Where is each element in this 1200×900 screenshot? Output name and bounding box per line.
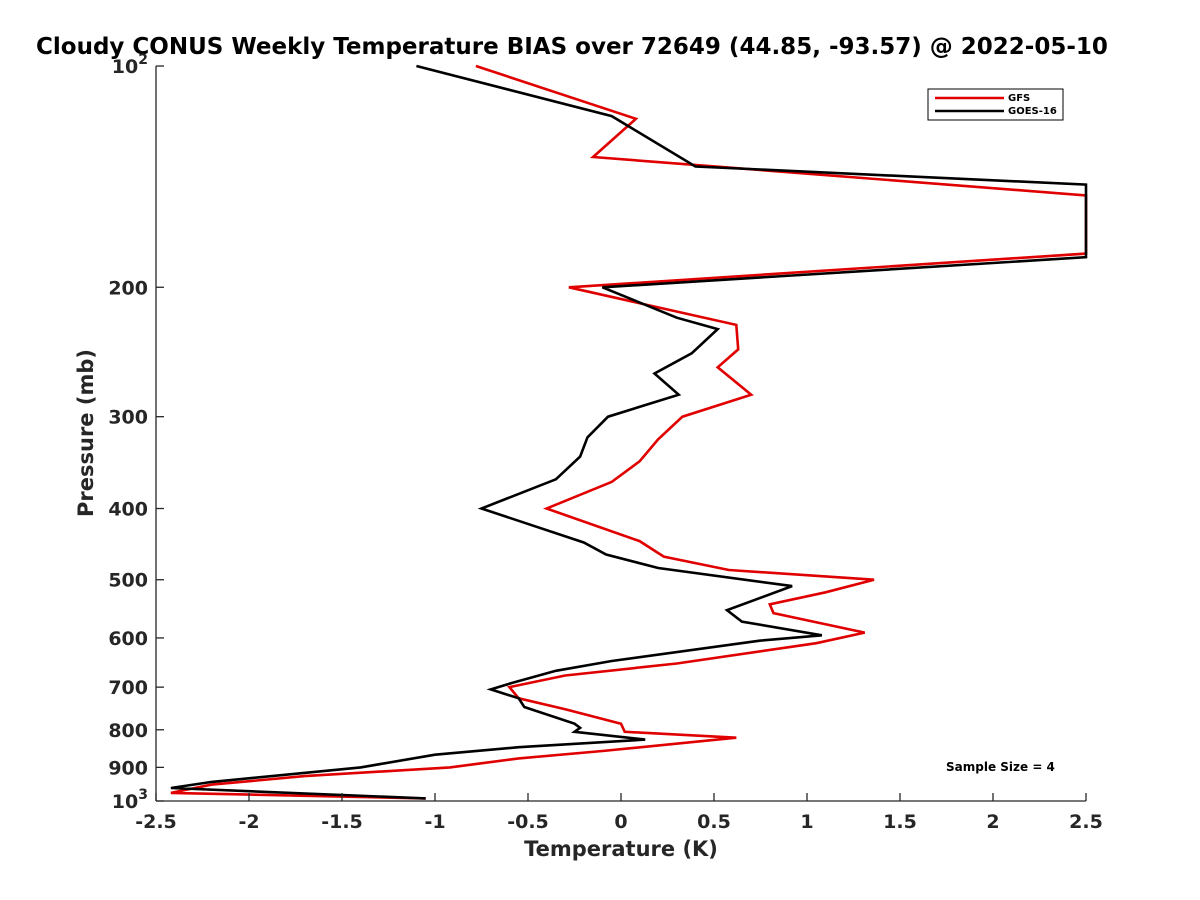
y-axis-label: Pressure (mb) — [74, 349, 98, 517]
series-line-goes16 — [170, 64, 1088, 800]
y-tick-label: 300 — [108, 407, 148, 429]
y-tick-label: 500 — [108, 570, 148, 592]
y-tick-label: 800 — [108, 720, 148, 742]
legend-label-goes16: GOES-16 — [1008, 106, 1057, 117]
axes-layer — [155, 66, 1086, 802]
y-tick-label: 700 — [108, 677, 148, 699]
x-tick-label: 0 — [614, 811, 627, 833]
x-tick-label: -1 — [424, 811, 445, 833]
y-tick-label: 102 — [112, 52, 148, 78]
y-ticks: 102 200 300 400 500 600 700 800 900 103 — [108, 52, 164, 813]
x-tick-label: 2 — [986, 811, 999, 833]
x-tick-label: -1.5 — [321, 811, 363, 833]
y-tick-label: 600 — [108, 628, 148, 650]
x-ticks: -2.5 -2 -1.5 -1 -0.5 0 0.5 1 1.5 2 2.5 — [135, 793, 1103, 833]
x-tick-label: 2.5 — [1069, 811, 1103, 833]
x-tick-label: -2.5 — [135, 811, 177, 833]
legend: GFS GOES-16 — [927, 88, 1064, 121]
plot-area: -2.5 -2 -1.5 -1 -0.5 0 0.5 1 1.5 2 2.5 102 200 300 40… — [108, 52, 1103, 833]
chart-title: Cloudy CONUS Weekly Temperature BIAS ove… — [36, 34, 1108, 60]
legend-box — [927, 88, 1064, 121]
legend-label-gfs: GFS — [1008, 93, 1030, 104]
y-tick-label: 200 — [108, 277, 148, 299]
series-line-gfs — [170, 64, 1088, 800]
x-tick-label: 0.5 — [697, 811, 731, 833]
x-axis-label: Temperature (K) — [524, 837, 718, 861]
series-layer — [170, 64, 1088, 800]
x-tick-label: -0.5 — [507, 811, 549, 833]
x-tick-label: 1.5 — [883, 811, 917, 833]
x-tick-label: -2 — [238, 811, 259, 833]
y-tick-label: 400 — [108, 499, 148, 521]
sample-size-annotation: Sample Size = 4 — [946, 760, 1055, 774]
x-tick-label: 1 — [800, 811, 813, 833]
y-tick-label: 900 — [108, 757, 148, 779]
y-tick-label: 103 — [112, 787, 148, 813]
